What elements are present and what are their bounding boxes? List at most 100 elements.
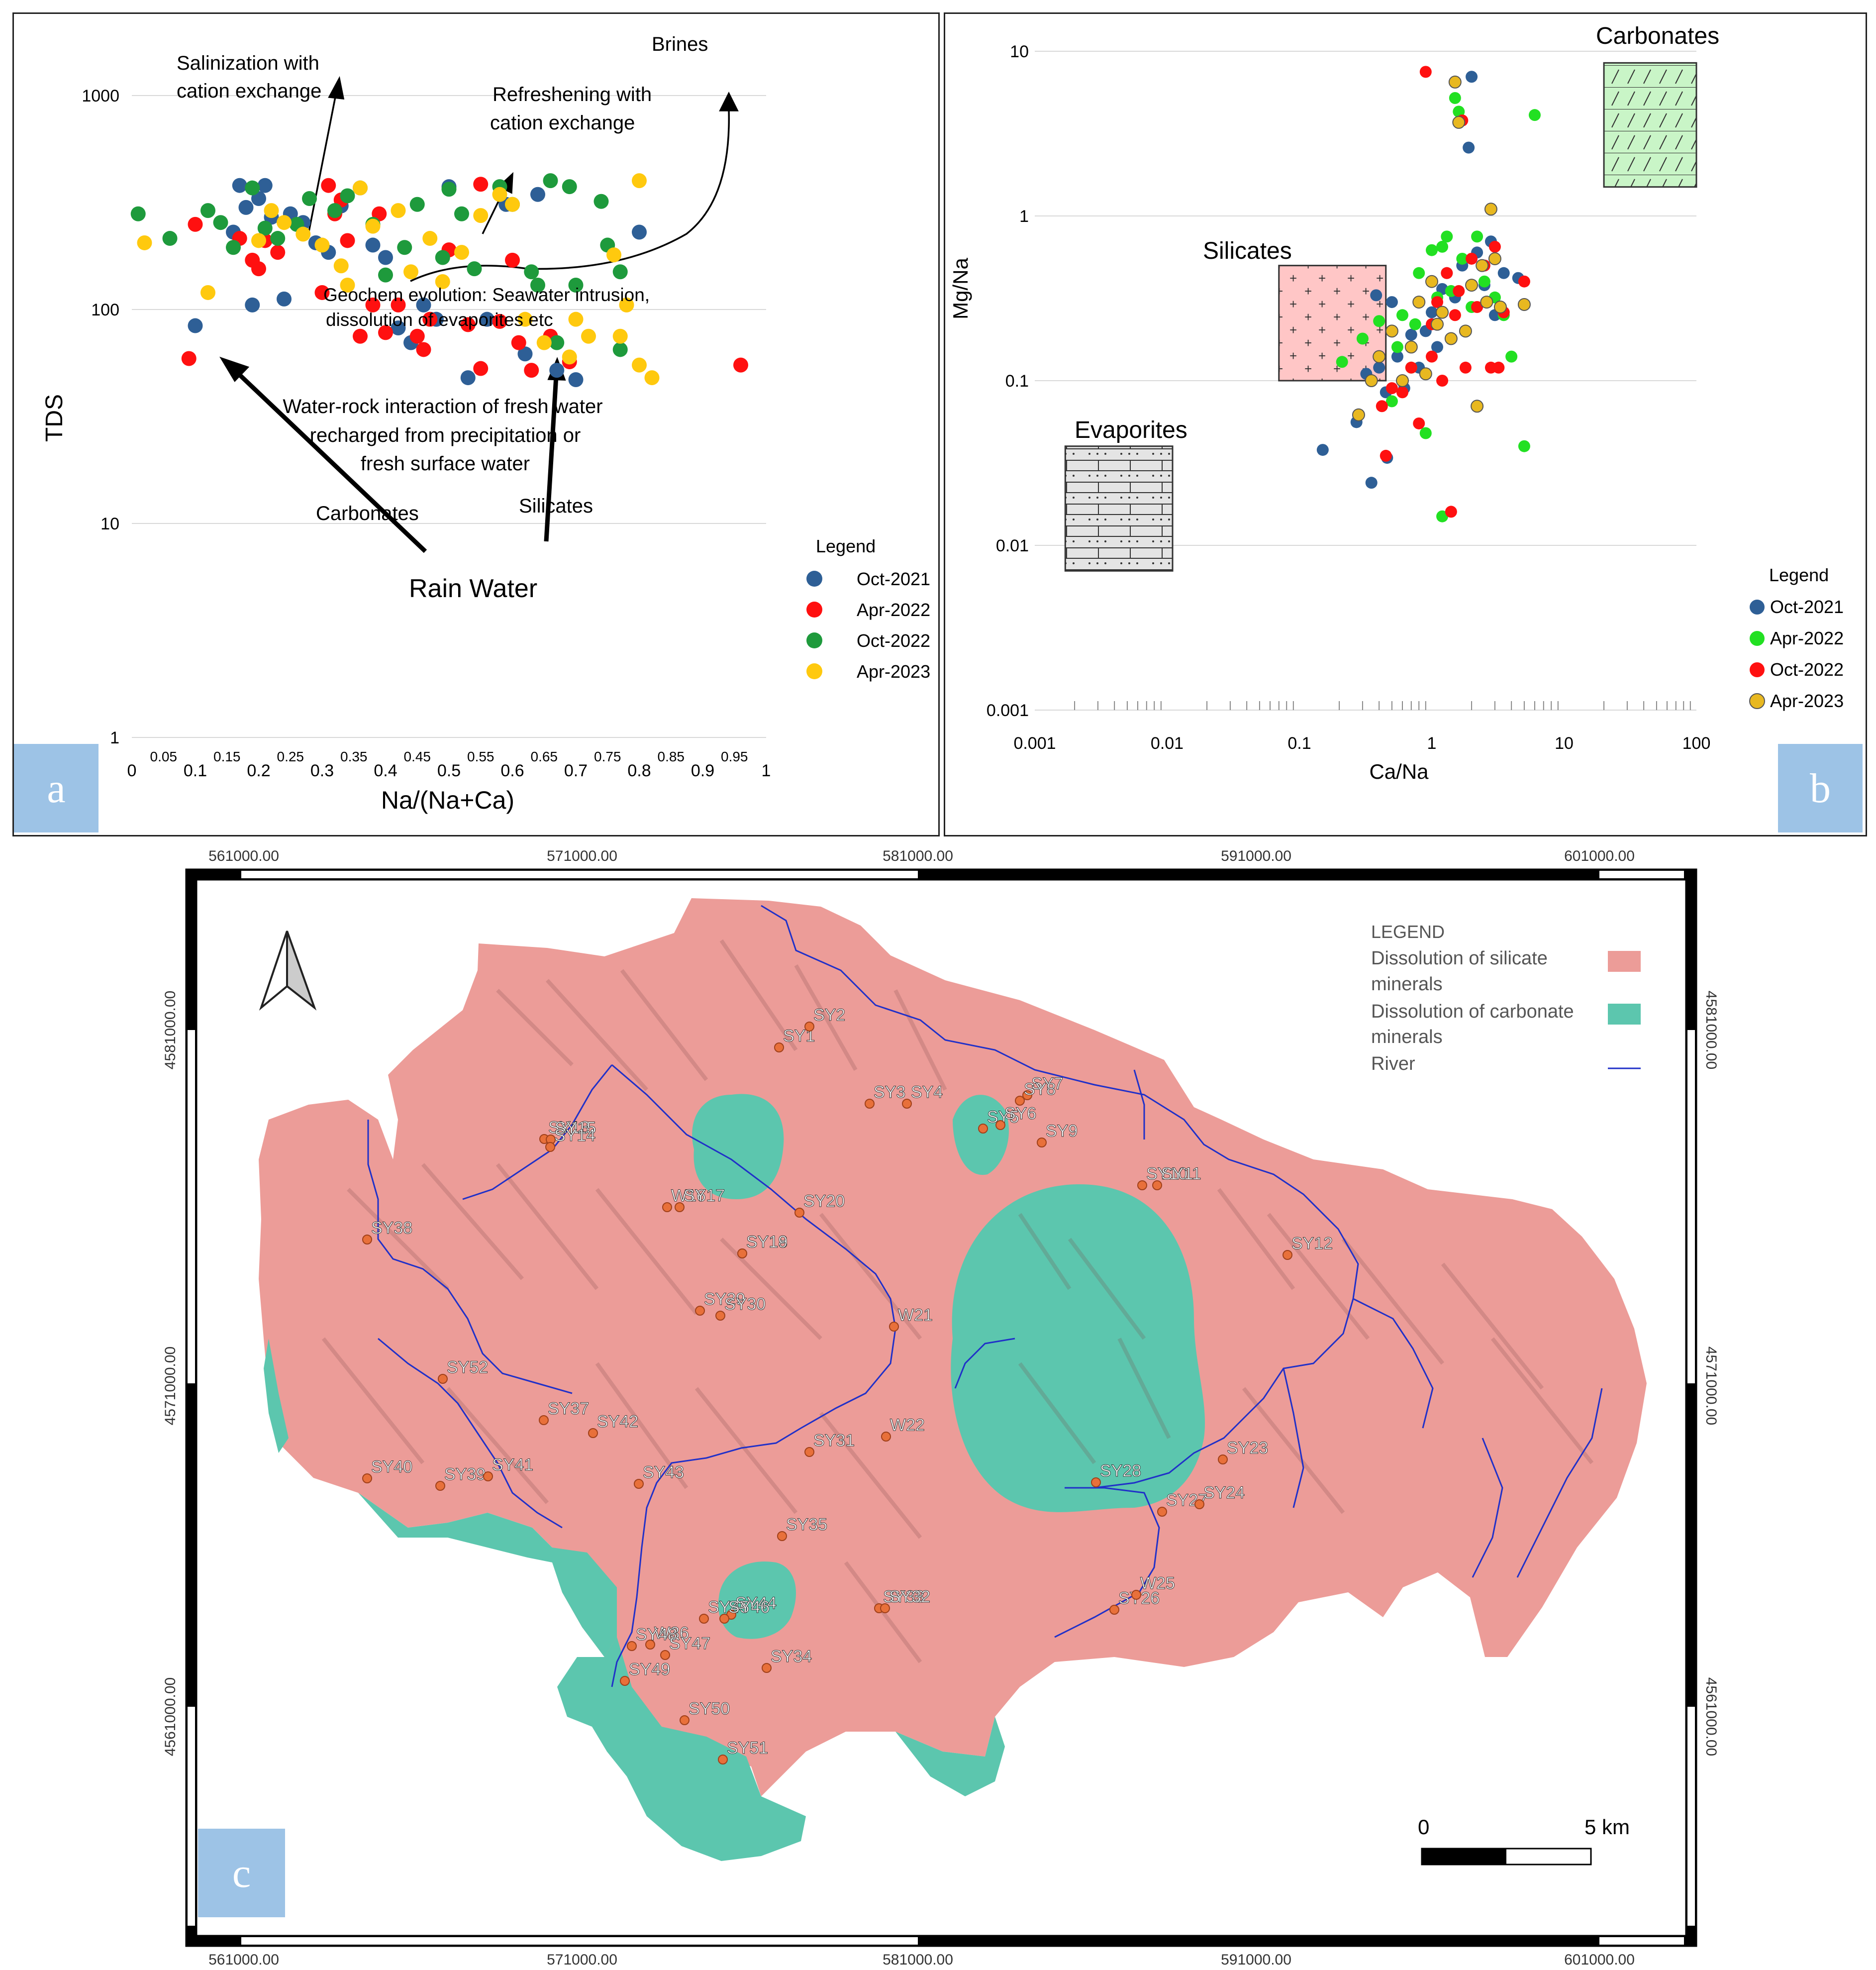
sampling-site-marker	[718, 1755, 728, 1764]
frame-ticks-white	[188, 871, 1695, 1945]
data-point-a	[391, 297, 406, 312]
sampling-site-label: W36	[654, 1624, 689, 1643]
sampling-site-label: SY41	[492, 1455, 533, 1474]
data-point-a	[422, 231, 438, 246]
data-point-a	[340, 278, 355, 293]
data-point-a	[632, 173, 647, 189]
data-point-b	[1463, 141, 1475, 154]
annotation-silicates: Silicates	[519, 495, 593, 517]
north-arrow-icon	[259, 931, 317, 1011]
coord-label-left: 4571000.00	[162, 1347, 179, 1426]
data-point-b	[1436, 375, 1449, 387]
data-point-a	[473, 361, 489, 376]
sampling-site-label: SY19	[746, 1233, 788, 1251]
x-tick-minor-label-a: 0.35	[340, 749, 368, 764]
sampling-site-label: SY23	[1227, 1439, 1268, 1457]
legend-label-oct2022-a: Oct-2022	[857, 630, 930, 651]
coord-label-top: 561000.00	[208, 848, 279, 864]
data-point-b	[1488, 252, 1501, 265]
data-point-b	[1453, 285, 1465, 297]
annotation-brines: Brines	[652, 33, 708, 55]
sampling-site-marker	[804, 1447, 814, 1457]
sampling-site-label: SY4	[911, 1083, 943, 1102]
x-tick-label-a: 0	[127, 761, 137, 780]
data-point-b	[1413, 267, 1425, 279]
sampling-site-label: SY7	[1031, 1074, 1063, 1093]
data-point-a	[397, 240, 412, 255]
data-point-a	[460, 370, 476, 386]
data-point-a	[245, 180, 260, 196]
sampling-site-marker	[634, 1479, 644, 1489]
y-tick-label-b: 1	[1019, 207, 1029, 226]
data-point-b	[1385, 296, 1398, 309]
coord-label-right: 4581000.00	[1703, 991, 1719, 1070]
data-point-b	[1445, 506, 1457, 518]
sampling-site-marker	[1194, 1499, 1204, 1509]
data-point-b	[1412, 296, 1426, 309]
data-point-a	[378, 267, 393, 283]
legend-marker-apr2023-a	[806, 663, 822, 679]
data-point-b	[1471, 400, 1484, 413]
data-point-b	[1373, 350, 1386, 363]
x-tick-label-b: 0.001	[1013, 734, 1056, 753]
sampling-site-marker	[662, 1202, 672, 1212]
data-point-a	[403, 264, 418, 280]
coord-label-bottom: 591000.00	[1221, 1952, 1291, 1968]
data-point-b	[1419, 66, 1432, 78]
legend-marker-oct2021-b	[1750, 600, 1765, 615]
annotation-water-rock-2: recharged from precipitation or	[310, 424, 581, 446]
sampling-site-marker	[1218, 1454, 1228, 1464]
data-point-a	[593, 194, 609, 209]
field-carbonates	[1603, 62, 1697, 188]
data-point-b	[1380, 449, 1392, 462]
sampling-site-marker	[362, 1235, 372, 1244]
map-legend-silicate-2: minerals	[1371, 974, 1443, 995]
coord-label-right: 4561000.00	[1703, 1677, 1719, 1757]
data-point-a	[245, 297, 260, 312]
data-point-b	[1497, 267, 1510, 279]
sampling-site-marker	[1131, 1590, 1141, 1600]
data-point-a	[632, 224, 647, 240]
sampling-site-marker	[804, 1022, 814, 1032]
data-point-b	[1436, 240, 1449, 253]
sampling-site-label: SY32	[889, 1587, 930, 1606]
data-point-b	[1484, 203, 1497, 216]
data-point-a	[524, 363, 539, 378]
data-point-b	[1444, 332, 1458, 345]
sampling-site-marker	[978, 1124, 988, 1134]
legend-label-apr2022-a: Apr-2022	[857, 600, 930, 620]
data-point-b	[1459, 324, 1472, 338]
sampling-site-label: SY14	[554, 1126, 595, 1145]
data-point-a	[257, 220, 273, 236]
sampling-site-marker	[1137, 1180, 1147, 1190]
data-point-b	[1385, 382, 1398, 395]
data-point-a	[562, 179, 577, 195]
y-tick-label-a: 1	[110, 728, 119, 747]
data-point-b	[1436, 510, 1449, 522]
data-point-b	[1409, 318, 1421, 330]
carbonate-regions	[264, 1094, 1205, 1861]
data-point-b	[1431, 296, 1444, 309]
data-point-b	[1376, 400, 1388, 413]
data-point-a	[409, 197, 425, 212]
y-tick-label-a: 100	[91, 301, 119, 319]
data-point-a	[213, 215, 228, 230]
data-point-a	[568, 372, 584, 387]
sampling-site-label: SY31	[813, 1431, 855, 1450]
legend-label-apr2023-a: Apr-2023	[857, 661, 930, 682]
coord-label-left: 4561000.00	[162, 1677, 179, 1757]
data-point-b	[1419, 427, 1432, 439]
data-point-b	[1426, 350, 1438, 363]
annotation-salinization-1: Salinization with	[177, 52, 319, 74]
data-point-b	[1505, 350, 1518, 363]
data-point-b	[1425, 275, 1438, 288]
map-legend-carbonate-2: minerals	[1371, 1027, 1443, 1047]
annotation-rain-water: Rain Water	[409, 574, 537, 603]
data-point-a	[511, 335, 526, 350]
data-point-a	[435, 274, 450, 289]
x-tick-label-a: 0.3	[310, 761, 334, 780]
data-point-a	[200, 285, 215, 300]
data-point-b	[1476, 259, 1489, 272]
data-point-b	[1465, 279, 1479, 292]
